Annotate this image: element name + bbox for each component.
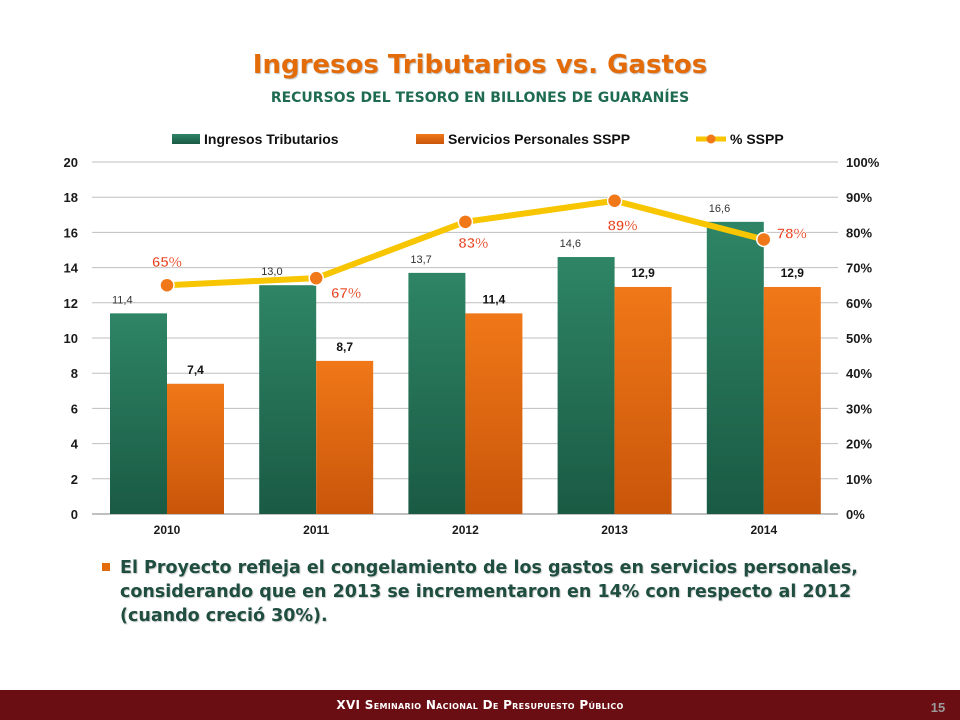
pct-marker [457,214,474,230]
y-right-tick-label: 40% [846,366,872,381]
page-number: 15 [930,700,946,715]
pct-marker [159,277,175,293]
y-left-tick-label: 10 [64,331,78,346]
y-right-tick-label: 20% [846,437,872,452]
y-right-tick-label: 80% [846,225,872,240]
y-right-tick-label: 90% [846,190,872,205]
legend-marker [706,134,716,144]
bar-sspp-2011 [316,360,374,514]
y-left-tick-label: 16 [64,225,78,240]
legend-label: Servicios Personales SSPP [448,131,630,147]
x-tick-label: 2010 [154,523,181,537]
footer-text: XVI Seminario Nacional De Presupuesto Pú… [336,698,624,712]
y-right-tick-label: 30% [846,401,872,416]
slide-subtitle: RECURSOS DEL TESORO EN BILLONES DE GUARA… [270,90,690,106]
chart: Ingresos Tributarios Servicios Personales… [64,131,880,537]
bullet-square-icon [102,563,110,571]
slide-title: Ingresos Tributarios vs. Gastos [252,50,708,80]
x-tick-label: 2011 [303,523,329,537]
pct-marker [308,270,324,286]
pct-marker [606,192,623,209]
data-label-ingresos: 13,7 [410,254,431,266]
x-tick-label: 2012 [452,523,479,537]
data-label-ingresos: 11,4 [112,294,133,306]
x-tick-label: 2014 [750,523,777,537]
y-left-tick-label: 14 [64,261,79,276]
legend-label: % SSPP [730,131,784,147]
y-right-tick-label: 100% [846,155,880,170]
bar-sspp-2010 [167,383,224,514]
y-left-tick-label: 6 [71,401,78,416]
legend-swatch [172,134,200,144]
pct-marker [756,231,772,248]
data-label-pct: 83% [458,235,488,252]
bars [110,221,821,514]
bar-ingresos-2014 [706,221,764,514]
data-label-pct: 65% [152,254,182,271]
data-label-sspp: 7,4 [187,363,204,377]
y-right-tick-label: 10% [846,472,872,487]
bar-sspp-2013 [614,286,672,514]
bar-sspp-2012 [465,313,523,514]
legend-label: Ingresos Tributarios [204,131,339,147]
bullet-text: El Proyecto refleja el congelamiento de … [120,558,858,626]
y-left-tick-label: 0 [71,507,78,522]
bar-ingresos-2012 [408,272,466,514]
y-right-tick-label: 0% [846,507,865,522]
data-label-sspp: 12,9 [631,266,655,280]
y-left-tick-label: 2 [71,472,78,487]
footer-bar: XVI Seminario Nacional De Presupuesto Pú… [0,690,960,720]
y-right-tick-label: 70% [846,261,872,276]
bar-ingresos-2013 [557,257,615,514]
y-left-tick-label: 20 [64,155,78,170]
data-label-pct: 89% [608,218,638,235]
y-left-tick-label: 18 [64,190,78,205]
data-label-pct: 67% [331,285,361,302]
y-right-tick-label: 60% [846,296,872,311]
data-label-pct: 78% [777,225,807,242]
pct-line [159,192,772,293]
bar-ingresos-2010 [110,313,167,514]
data-label-sspp: 8,7 [336,340,353,354]
data-labels: 11,4 7,4 13,0 8,7 13,7 11,4 14,6 12,9 16,6 12,9 65… [112,203,807,377]
bar-sspp-2014 [763,286,821,514]
y-left-tick-label: 4 [71,437,79,452]
legend-swatch [416,134,444,144]
legend: Ingresos Tributarios Servicios Personales… [172,131,784,147]
data-label-ingresos: 14,6 [560,238,581,250]
data-label-sspp: 11,4 [483,292,506,306]
y-left-tick-label: 8 [71,366,78,381]
y-left-tick-label: 12 [64,296,78,311]
x-tick-label: 2013 [601,523,628,537]
axes: 0 2 4 6 8 10 12 14 16 18 20 0% 10% 20% 30% 40% 50% 60% 70%… [64,155,880,537]
data-label-sspp: 12,9 [781,266,805,280]
data-label-ingresos: 13,0 [261,266,282,278]
bullet-paragraph: El Proyecto refleja el congelamiento de … [100,556,900,628]
bar-ingresos-2011 [259,285,317,514]
data-label-ingresos: 16,6 [709,203,730,215]
y-right-tick-label: 50% [846,331,872,346]
